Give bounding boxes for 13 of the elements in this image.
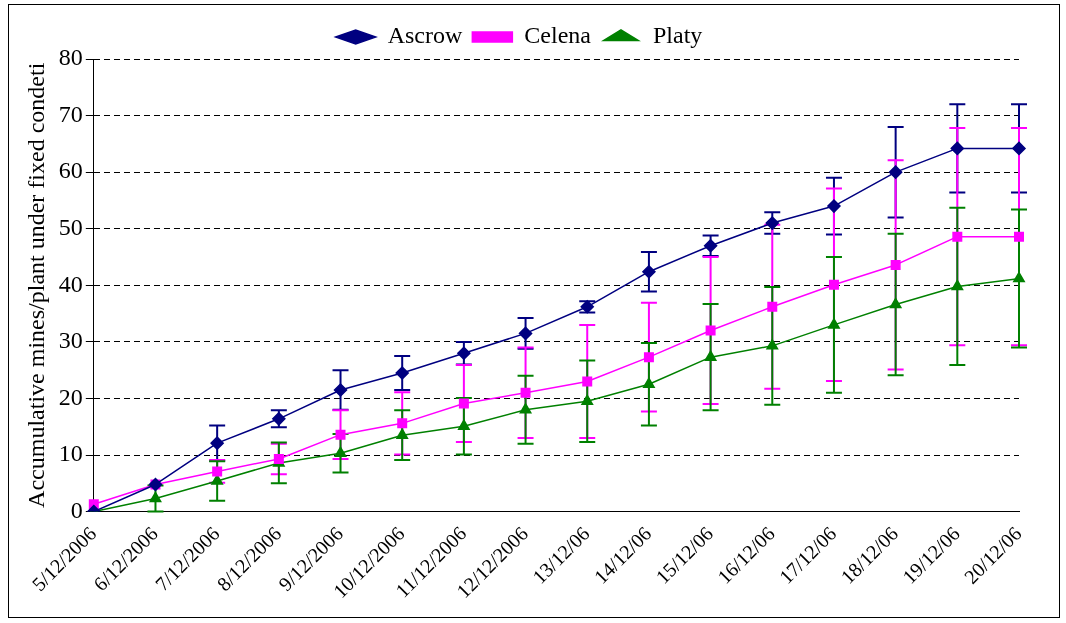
y-tick-label: 0 (70, 496, 83, 523)
legend-label: Celena (524, 22, 592, 49)
y-tick-label: 50 (58, 214, 83, 241)
legend-label: Platy (652, 22, 703, 49)
y-tick-label: 70 (58, 100, 83, 127)
y-tick-label: 10 (58, 440, 83, 467)
y-tick-label: 20 (58, 383, 83, 410)
y-tick-label: 40 (58, 270, 83, 297)
y-axis-title: Accumulative mines/plant under fixed condeti (22, 62, 49, 508)
y-tick-label: 30 (58, 327, 83, 354)
y-tick-label: 80 (58, 44, 83, 71)
y-tick-label: 60 (58, 157, 83, 184)
legend-label: Ascrow (387, 22, 464, 49)
